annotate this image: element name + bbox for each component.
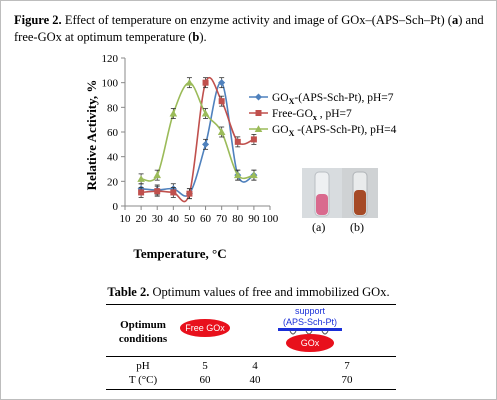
y-tick-label: 100 — [102, 78, 119, 90]
x-tick-label: 40 — [168, 213, 180, 225]
data-point — [170, 189, 177, 196]
x-tick-label: 60 — [200, 213, 212, 225]
free-gox-ellipse: Free GOx — [180, 319, 230, 337]
x-tick-label: 30 — [152, 213, 164, 225]
x-tick-label: 100 — [262, 213, 279, 225]
data-point — [255, 93, 262, 101]
vial-a-solution — [316, 194, 328, 215]
data-point — [201, 109, 210, 117]
legend-label: GOX -(APS-Sch-Pt), pH=4 — [272, 124, 397, 138]
row-temp-ph4: 40 — [249, 374, 261, 386]
table-caption: Table 2. Optimum values of free and immo… — [0, 285, 497, 300]
x-tick-label: 20 — [136, 213, 148, 225]
support-line-1: support — [294, 306, 326, 316]
legend-entry-1: GOX-(APS-Sch-Pt), pH=7 — [249, 92, 394, 106]
table-header-rule — [106, 356, 396, 357]
legend-label: Free-GOx , pH=7 — [272, 108, 352, 122]
series-3 — [137, 77, 258, 185]
photo-label-a: (a) — [312, 220, 326, 234]
y-tick-label: 60 — [107, 127, 119, 139]
vial-photo-b — [342, 168, 378, 218]
row-temp-free: 60 — [199, 374, 211, 386]
series-line — [140, 81, 255, 182]
caption-text-a: Effect of temperature on enzyme activity… — [61, 13, 452, 27]
data-point — [202, 140, 210, 148]
table-label: Table 2. — [107, 285, 150, 299]
x-tick-label: 80 — [232, 213, 244, 225]
data-point — [137, 175, 145, 182]
y-tick-label: 20 — [107, 176, 119, 188]
caption-text-b: ) and free-GOx at optimum temperature ( — [14, 13, 484, 44]
data-point — [154, 188, 161, 195]
y-tick-label: 0 — [113, 201, 119, 213]
chart-series — [137, 76, 258, 203]
vial-b-solution — [354, 190, 366, 215]
data-point — [233, 171, 242, 179]
row-ph-ph7: 7 — [344, 360, 350, 372]
data-point — [250, 136, 257, 143]
row-temp-ph7: 70 — [341, 374, 353, 386]
data-point — [217, 128, 226, 135]
x-axis-label: Temperature, °C — [133, 246, 226, 261]
caption-bold-b: b — [192, 30, 200, 44]
support-line-2: (APS-Sch-Pt) — [282, 317, 337, 327]
figure-caption: Figure 2. Effect of temperature on enzym… — [14, 12, 484, 46]
y-axis-label: Relative Activity, % — [84, 80, 99, 191]
y-tick-label: 40 — [107, 152, 119, 164]
x-tick-label: 70 — [216, 213, 228, 225]
header-line-1: Optimum — [120, 319, 166, 331]
data-point — [202, 79, 209, 86]
legend-entry-3: GOX -(APS-Sch-Pt), pH=4 — [249, 124, 397, 138]
legend-entry-2: Free-GOx , pH=7 — [249, 108, 352, 122]
chart-legend: GOX-(APS-Sch-Pt), pH=7 Free-GOx , pH=7 GOX… — [249, 92, 397, 138]
x-tick-label: 90 — [248, 213, 260, 225]
table-top-rule — [106, 304, 396, 305]
photo-label-b: (b) — [350, 220, 364, 234]
data-point — [153, 171, 162, 179]
gox-ellipse: GOx — [286, 334, 334, 352]
row-temp-label: T (°C) — [128, 374, 158, 386]
data-point — [250, 171, 258, 179]
table-title: Optimum values of free and immobilized G… — [149, 285, 390, 299]
data-point — [255, 110, 262, 116]
data-point — [169, 109, 178, 117]
x-tick-label: 50 — [184, 213, 196, 225]
caption-text-c: ). — [199, 30, 207, 44]
vial-photo-a — [302, 168, 342, 218]
table-bottom-rule — [106, 389, 396, 390]
y-tick-label: 80 — [107, 102, 119, 114]
data-point — [218, 98, 225, 105]
legend-label: GOX-(APS-Sch-Pt), pH=7 — [272, 92, 394, 106]
data-point — [254, 125, 263, 132]
data-point — [234, 138, 241, 145]
data-point — [138, 189, 145, 196]
data-point — [185, 78, 194, 86]
support-label: support (APS-Sch-Pt) — [278, 306, 342, 328]
row-ph-free: 5 — [202, 360, 208, 372]
table-header-conditions: Optimum conditions — [106, 318, 180, 346]
row-ph-ph4: 4 — [252, 360, 258, 372]
data-point — [218, 79, 226, 87]
optimum-values-table: Optimum conditions Free GOx support (APS… — [106, 304, 396, 390]
y-tick-label: 120 — [102, 53, 119, 65]
header-line-2: conditions — [118, 333, 168, 345]
row-ph-label: pH — [136, 360, 150, 372]
data-point — [186, 190, 193, 197]
x-tick-label: 10 — [120, 213, 132, 225]
series-2 — [138, 76, 257, 203]
caption-bold-a: a — [451, 13, 459, 27]
figure-label: Figure 2. — [14, 13, 62, 27]
